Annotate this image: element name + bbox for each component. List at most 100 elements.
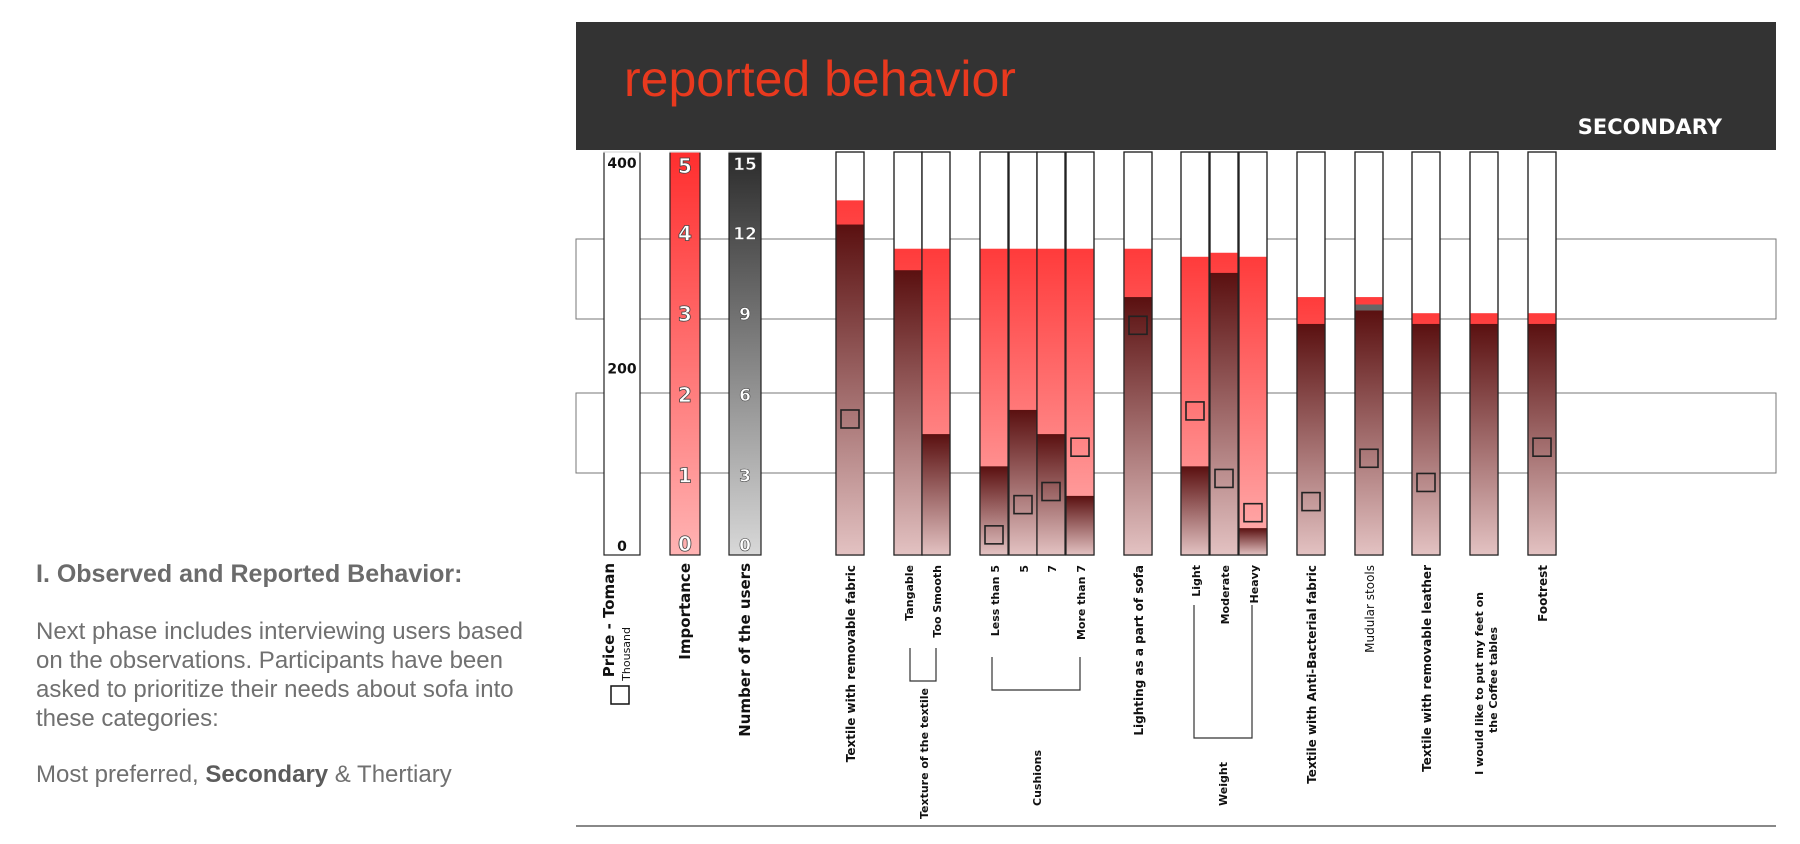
intro-text-block: I. Observed and Reported Behavior: Next …	[36, 560, 556, 813]
users-tick-label: 9	[739, 305, 751, 325]
bar-column	[921, 151, 951, 556]
price-marker	[1301, 491, 1321, 512]
price-marker	[1532, 437, 1552, 457]
bracket-cushions	[991, 657, 1081, 691]
price-tick-label: 0	[617, 539, 627, 555]
bar-label: 7	[1046, 565, 1059, 573]
bar-label: Moderate	[1219, 565, 1232, 624]
price-tick-label: 400	[607, 156, 636, 172]
bar-column	[1123, 151, 1153, 556]
bar-label: the Coffee tables	[1487, 627, 1500, 733]
users-bar	[1528, 323, 1556, 555]
bar-label: Heavy	[1248, 565, 1261, 603]
categories-line: Most preferred, Secondary & Thertiary	[36, 761, 556, 789]
bar-outline	[1411, 151, 1441, 556]
header-section-label: SECONDARY	[1578, 115, 1723, 139]
bar-column	[1036, 151, 1066, 556]
group-label: Weight	[1217, 762, 1230, 806]
header-title: reported behavior	[624, 51, 1016, 107]
bar-column	[1209, 151, 1239, 556]
bar-label: Mudular stools	[1363, 565, 1377, 653]
users-bar	[894, 270, 922, 555]
bar-outline	[1354, 151, 1384, 556]
bar-outline	[1209, 151, 1239, 556]
users-axis-label: Number of the users	[736, 563, 754, 737]
bar-label: Too Smooth	[931, 565, 944, 638]
bar-column	[1238, 151, 1268, 556]
users-tick-label: 0	[739, 536, 751, 556]
bar-outline	[1065, 151, 1095, 556]
bar-outline	[1123, 151, 1153, 556]
group-label: Texture of the textile	[918, 688, 931, 819]
bar-label: I would like to put my feet on	[1473, 592, 1486, 775]
bar-column	[979, 151, 1009, 556]
price-marker	[1416, 472, 1436, 493]
bar-outline	[835, 151, 865, 556]
group-brackets	[909, 605, 1253, 739]
categories-suffix: & Thertiary	[328, 761, 452, 788]
price-marker	[1359, 448, 1379, 469]
bar-outline	[979, 151, 1009, 556]
bar-column	[835, 151, 865, 556]
guide-band-lower	[575, 392, 1777, 474]
users-bar	[836, 224, 864, 556]
users-bar	[922, 434, 950, 555]
bar-label: Less than 5	[989, 565, 1002, 636]
horizontal-guide-bands	[575, 238, 1777, 474]
users-bar	[1124, 297, 1152, 555]
price-unit-label: Thousand	[620, 627, 633, 682]
intro-heading: I. Observed and Reported Behavior:	[36, 560, 463, 588]
bar-column	[1296, 151, 1326, 556]
bar-outline	[1527, 151, 1557, 556]
bar-columns	[835, 151, 1557, 556]
bar-label: More than 7	[1075, 565, 1088, 640]
bar-column	[893, 151, 923, 556]
categories-bold: Secondary	[205, 761, 329, 788]
guide-band-upper	[575, 238, 1777, 320]
price-marker	[1128, 315, 1148, 336]
price-marker	[1243, 502, 1263, 523]
price-axis-label: Price - Toman	[600, 563, 618, 677]
users-bar	[1470, 323, 1498, 555]
bar-outline	[1180, 151, 1210, 556]
bar-label: Light	[1190, 565, 1203, 597]
users-bar	[1412, 323, 1440, 555]
importance-tick-label: 0	[678, 532, 692, 556]
price-marker	[1185, 401, 1205, 421]
price-marker	[840, 409, 860, 429]
header-band	[576, 22, 1776, 150]
users-bar-cap	[1355, 304, 1383, 311]
price-scale	[603, 151, 641, 556]
bar-label: Lighting as a part of sofa	[1132, 565, 1146, 736]
bar-column	[1008, 151, 1038, 556]
price-marker	[1041, 481, 1061, 502]
bracket-texture	[909, 648, 937, 682]
users-bar	[1066, 495, 1094, 555]
importance-tick-label: 1	[678, 463, 692, 487]
importance-bar	[1239, 256, 1267, 555]
bar-labels: Price - Toman Thousand Importance Number of…	[600, 563, 1550, 819]
users-scale	[728, 151, 762, 556]
price-marker	[1214, 468, 1234, 489]
users-tick-label: 6	[739, 386, 751, 406]
price-tick-label: 200	[607, 362, 636, 378]
users-bar	[1037, 434, 1065, 555]
importance-tick-label: 5	[678, 154, 692, 178]
bar-column	[1065, 151, 1095, 556]
bar-label: Tangable	[903, 565, 916, 621]
bar-column	[1469, 151, 1499, 556]
bar-label: Textile with Anti-Bacterial fabric	[1305, 565, 1319, 784]
bar-column	[1527, 151, 1557, 556]
users-tick-label: 3	[739, 466, 751, 486]
importance-tick-label: 3	[678, 302, 692, 326]
users-bar	[1181, 466, 1209, 555]
users-tick-label: 12	[733, 225, 757, 245]
importance-tick-label: 4	[678, 222, 692, 246]
users-tick-label: 15	[733, 155, 757, 175]
bar-outline	[921, 151, 951, 556]
bar-outline	[1036, 151, 1066, 556]
bar-column	[1411, 151, 1441, 556]
users-bar	[1297, 323, 1325, 555]
categories-prefix: Most preferred,	[36, 761, 206, 788]
